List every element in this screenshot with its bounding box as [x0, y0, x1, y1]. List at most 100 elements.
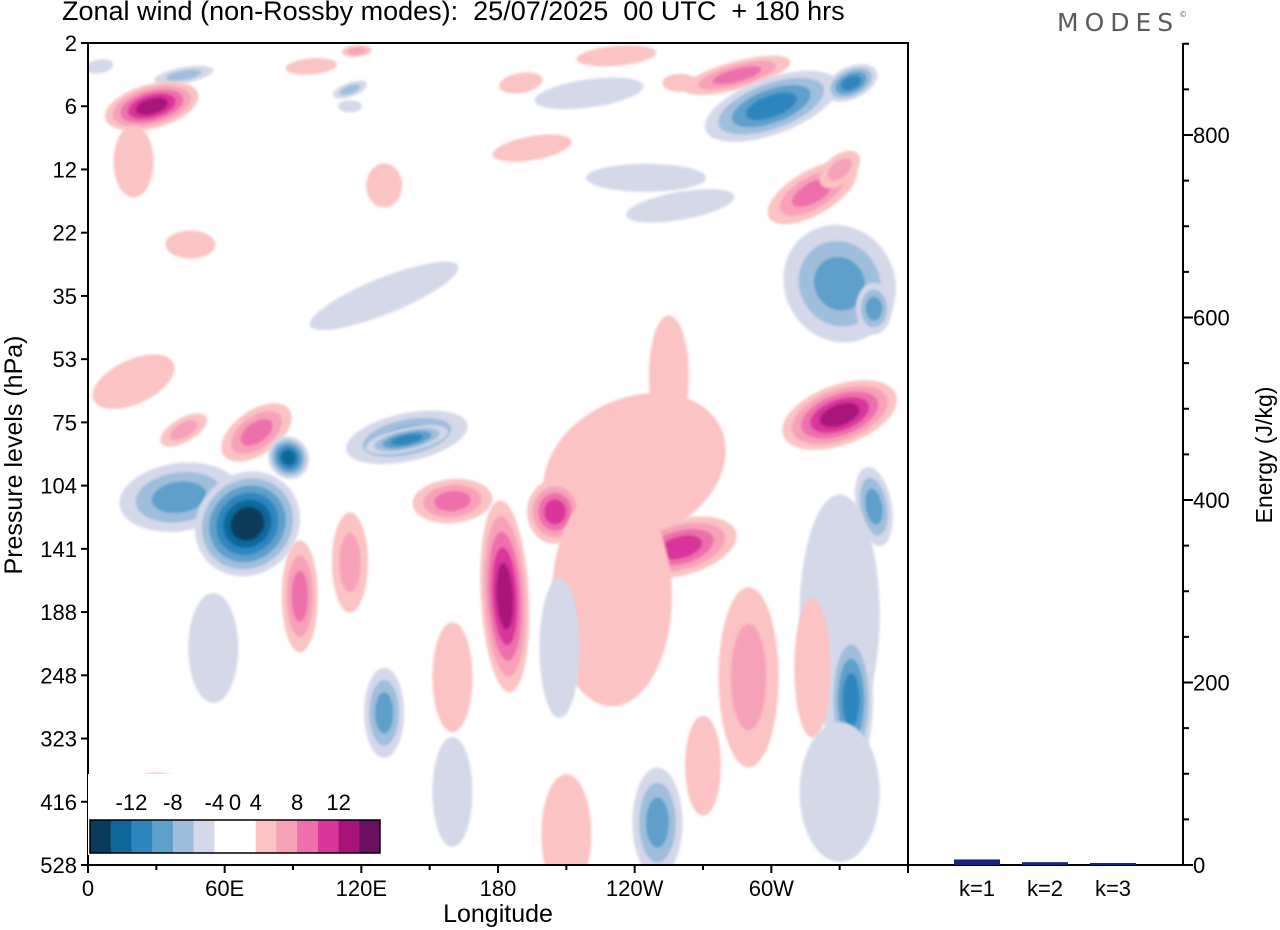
contour-blob [496, 563, 514, 630]
colorbar: -12 -8 -4 0 4 8 12 [88, 774, 382, 855]
colorbar-frame [89, 819, 381, 854]
pressure-tick-label: 141 [40, 537, 77, 562]
contour-blob [551, 486, 672, 707]
contour-blob [539, 577, 580, 718]
colorbar-swatch [110, 820, 132, 853]
colorbar-swatch [172, 820, 195, 853]
colorbar-label: -8 [163, 790, 183, 815]
contour-blob [291, 570, 308, 622]
contour-blob [730, 624, 767, 731]
contour-blob [685, 715, 721, 816]
energy-tick-label: 0 [1193, 853, 1205, 878]
colorbar-swatch [235, 820, 257, 853]
contour-blob [434, 490, 471, 512]
longitude-tick-label: 180 [480, 876, 517, 901]
contour-blob [337, 100, 362, 113]
contour-blob [347, 47, 366, 55]
energy-bar [954, 859, 1000, 865]
colorbar-swatch [193, 820, 215, 853]
pressure-tick-label: 12 [53, 157, 77, 182]
contour-blob [166, 69, 202, 81]
longitude-tick-label: 0 [82, 876, 94, 901]
colorbar-swatch [131, 820, 153, 853]
contour-blob [842, 673, 860, 727]
contour-blob [799, 721, 880, 862]
contour-blob [152, 481, 207, 513]
energy-bar [1022, 862, 1068, 865]
colorbar-swatch [152, 820, 174, 853]
longitude-axis-label: Longitude [443, 900, 553, 928]
energy-tick-label: 200 [1193, 671, 1230, 696]
brand-logo: MODES© [1057, 8, 1187, 37]
contour-blob [309, 261, 459, 331]
colorbar-swatch [317, 820, 340, 853]
contour-blob [165, 230, 216, 259]
colorbar-swatch [214, 820, 236, 853]
energy-panel: 0 200 400 600 800 k=1 k=2 k=3 [908, 42, 1230, 901]
contour-blob [865, 488, 883, 525]
pressure-tick-label: 22 [53, 221, 77, 246]
colorbar-label: 12 [326, 790, 350, 815]
contour-blob [819, 402, 860, 427]
pressure-axis-label: Pressure levels (hPa) [0, 336, 28, 575]
contour-blob [492, 134, 572, 162]
contour-blob [865, 296, 882, 321]
contour-blob [92, 354, 175, 410]
colorbar-swatch [255, 820, 277, 853]
contour-blob [432, 622, 473, 733]
contour-blob [285, 58, 338, 75]
energy-bar [1090, 863, 1136, 865]
energy-axis-label: Energy (J/kg) [1251, 387, 1277, 524]
brand-mark: © [1179, 10, 1188, 19]
colorbar-label: 0 [229, 790, 241, 815]
colorbar-swatch [90, 820, 112, 853]
contour-blob [188, 592, 239, 703]
contour-blob [646, 797, 669, 848]
longitude-tick-label: 120W [606, 876, 664, 901]
contour-blob [534, 77, 644, 110]
contour-blob [432, 736, 473, 847]
contour-blob [391, 434, 423, 446]
contour-blob [281, 450, 296, 466]
colorbar-swatch [276, 820, 298, 853]
contour-blob [113, 125, 154, 198]
chart-title: Zonal wind (non-Rossby modes): 25/07/202… [62, 0, 845, 26]
brand-text: MODES [1057, 8, 1180, 37]
pressure-tick-label: 416 [40, 790, 77, 815]
contour-blob [544, 499, 566, 525]
contour-blob [499, 72, 543, 94]
energy-category-label: k=3 [1095, 876, 1131, 901]
contour-blob [586, 163, 707, 192]
pressure-tick-label: 104 [40, 474, 77, 499]
energy-tick-label: 800 [1193, 123, 1230, 148]
contour-blob [713, 66, 762, 85]
pressure-tick-label: 6 [65, 94, 77, 119]
contour-blob [88, 59, 114, 74]
colorbar-swatch [297, 820, 319, 853]
contour-blob [375, 692, 394, 734]
plot-frame [87, 42, 909, 866]
energy-category-label: k=2 [1027, 876, 1063, 901]
longitude-tick-label: 60E [205, 876, 244, 901]
pressure-tick-label: 2 [65, 31, 77, 56]
pressure-tick-label: 75 [53, 410, 77, 435]
contour-blob [626, 189, 735, 223]
contour-blob [840, 75, 862, 91]
contour-blob [339, 84, 361, 95]
contour-blob [814, 257, 866, 311]
contour-blob [230, 507, 265, 541]
colorbar-label: -12 [116, 790, 148, 815]
pressure-tick-label: 323 [40, 727, 77, 752]
contour-blob [339, 532, 361, 592]
pressure-tick-label: 528 [40, 853, 77, 878]
contour-blob [576, 45, 657, 67]
energy-tick-label: 600 [1193, 306, 1230, 331]
pressure-tick-label: 188 [40, 600, 77, 625]
colorbar-label: 8 [291, 790, 303, 815]
contour-field [88, 44, 897, 865]
colorbar-swatch [338, 820, 360, 853]
contour-blob [745, 92, 797, 120]
longitude-axis: 0 60E 120E 180 120W 60W [82, 865, 909, 901]
contour-blob [827, 158, 852, 181]
energy-category-label: k=1 [959, 876, 995, 901]
